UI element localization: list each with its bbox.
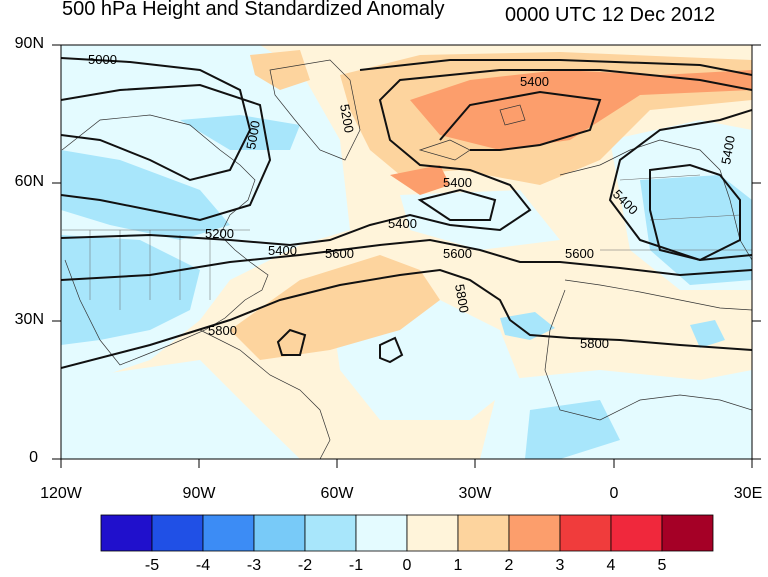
x-tick-label: 30E (733, 485, 763, 502)
colorbar-tick-label: -3 (246, 557, 262, 574)
colorbar-swatch (610, 514, 663, 552)
colorbar-tick-label: -2 (297, 557, 313, 574)
contour-label-group: 5000 5000 5200 5200 5400 5400 5400 5400 … (88, 52, 738, 351)
political-borders (62, 174, 752, 310)
contour-label: 5800 (452, 283, 472, 314)
contour-label: 5000 (88, 52, 117, 67)
contour-5800-high (276, 328, 307, 356)
anomaly-pos-mod-region (230, 255, 440, 360)
y-tick-label: 30N (14, 311, 44, 328)
contour-5600 (61, 238, 752, 281)
colorbar-tick-label: -5 (144, 557, 160, 574)
contour-label: 5400 (443, 175, 472, 190)
colorbar-swatch (508, 514, 561, 552)
colorbar-tick-label: -1 (348, 557, 364, 574)
y-tick-label: 90N (14, 35, 44, 52)
colorbar-swatch (355, 514, 408, 552)
contour-label: 5400 (268, 243, 297, 258)
colorbar-swatch (100, 514, 153, 552)
x-tick-label: 30W (458, 485, 492, 502)
contour-5800 (61, 268, 752, 369)
y-tick-label: 0 (29, 449, 38, 466)
anomaly-neg-mod-region (180, 115, 300, 150)
x-tick-label: 60W (320, 485, 354, 502)
axis-ticks (52, 44, 761, 468)
colorbar-swatch (202, 514, 255, 552)
anomaly-neg-mod-region (500, 312, 555, 340)
anomaly-pos-strong-region (410, 70, 752, 150)
anomaly-field (61, 45, 752, 459)
colorbar-tick-label: 5 (657, 557, 667, 574)
anomaly-pos-strong-region (390, 165, 450, 195)
contour-label: 5600 (565, 246, 594, 261)
contour-5400-low (417, 188, 497, 221)
contour-label: 5400 (520, 74, 549, 89)
contour-label: 5800 (208, 323, 237, 338)
height-contours (61, 57, 752, 369)
contour-5000 (61, 57, 252, 182)
anomaly-neg-mod-region (690, 320, 725, 348)
contour-5400 (61, 69, 752, 247)
contour-label: 5400 (718, 134, 738, 165)
contour-label: 5800 (580, 336, 609, 351)
colorbar-swatch (151, 514, 204, 552)
anomaly-neg-weak-region (480, 370, 752, 459)
contour-5200 (359, 59, 752, 76)
colorbar-swatch (559, 514, 612, 552)
anomaly-pos-mod-region (250, 50, 310, 90)
map-title: 500 hPa Height and Standardized Anomaly (62, 0, 445, 20)
contour-label: 5400 (388, 216, 417, 231)
colorbar-tick-label: 4 (606, 557, 616, 574)
contour-label: 5600 (325, 246, 354, 261)
colorbar-tick-label: -4 (195, 557, 211, 574)
contour-label: 5000 (243, 119, 263, 150)
coastlines (61, 59, 752, 459)
colorbar-tick-label: 1 (453, 557, 463, 574)
anomaly-neg-weak-region (61, 360, 300, 459)
anomaly-neg-mod-region (525, 400, 620, 459)
contour-label: 5600 (443, 246, 472, 261)
x-tick-label: 120W (40, 485, 82, 502)
plot-frame (60, 44, 753, 460)
contour-label: 5200 (205, 226, 234, 241)
colorbar-swatch (661, 514, 714, 552)
x-tick-label: 0 (609, 485, 619, 502)
contour-label: 5200 (337, 103, 357, 134)
contour-5000 (439, 90, 602, 151)
y-tick-label: 60N (14, 173, 44, 190)
anomaly-neg-mod-region (61, 235, 200, 345)
contour-5800-high (379, 336, 404, 364)
contour-5400-low (649, 163, 741, 262)
colorbar-swatch (253, 514, 306, 552)
colorbar-swatch (304, 514, 357, 552)
colorbar-swatch (457, 514, 510, 552)
colorbar-tick-label: 2 (504, 557, 514, 574)
x-tick-label: 90W (182, 485, 216, 502)
colorbar-swatch (406, 514, 459, 552)
contour-5200 (61, 83, 272, 222)
colorbar-tick-label: 3 (555, 557, 565, 574)
colorbar (100, 514, 714, 552)
colorbar-tick-label: 0 (402, 557, 412, 574)
map-date: 0000 UTC 12 Dec 2012 (505, 4, 716, 26)
